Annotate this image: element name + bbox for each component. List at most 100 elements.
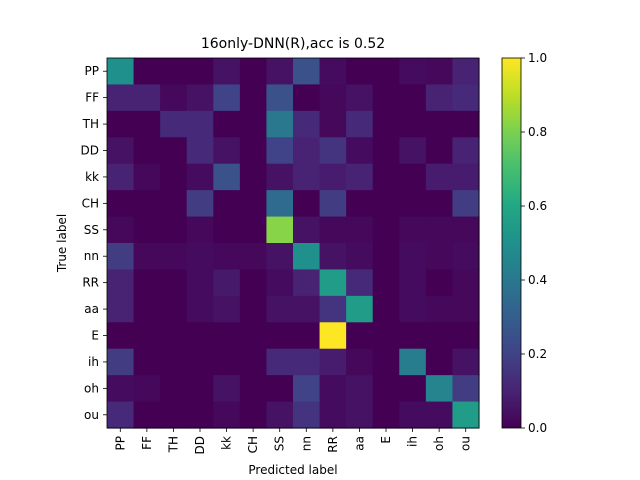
heatmap-cell — [160, 322, 188, 350]
heatmap-cell — [160, 110, 188, 138]
heatmap-cell — [293, 401, 321, 429]
heatmap-cell — [239, 163, 268, 191]
y-axis-ticks: PP FF TH DD kk CH SS nn RR aa Eih oh ou — [81, 64, 107, 422]
heatmap-cell — [160, 375, 188, 403]
x-tick-label: nn — [299, 436, 313, 451]
heatmap-cell — [239, 322, 268, 350]
colorbar-tick-label: 1.0 — [528, 51, 547, 65]
heatmap-cell — [372, 58, 400, 86]
heatmap-cell — [107, 322, 135, 350]
y-tick-label: nn — [84, 249, 99, 263]
heatmap-cell — [293, 375, 321, 403]
heatmap-cell — [213, 348, 241, 376]
colorbar-ticks: 0.0 0.2 0.4 0.6 0.8 1.0 — [521, 51, 547, 435]
heatmap-cell — [319, 58, 347, 86]
heatmap-cell — [319, 137, 347, 165]
heatmap-cell — [239, 84, 268, 112]
heatmap-cell — [452, 216, 480, 244]
heatmap-cell — [293, 84, 321, 112]
heatmap-cell — [372, 401, 400, 429]
heatmap-cell — [186, 322, 214, 350]
heatmap-cell — [293, 58, 321, 86]
heatmap-cell — [293, 110, 321, 138]
heatmap-cell — [239, 269, 268, 297]
x-tick-label: oh — [432, 436, 446, 451]
heatmap-cell — [239, 348, 268, 376]
heatmap-cell — [107, 58, 135, 86]
heatmap-cell — [266, 295, 294, 323]
heatmap-cell — [213, 84, 241, 112]
heatmap-cell — [372, 190, 400, 218]
heatmap-cell — [107, 295, 135, 323]
y-tick-label: aa — [84, 302, 99, 316]
heatmap-cell — [346, 137, 374, 165]
heatmap-cell — [107, 84, 135, 112]
x-tick-label: TH — [166, 436, 180, 453]
heatmap-cell — [346, 295, 374, 323]
heatmap-cell — [133, 110, 161, 138]
heatmap-cell — [293, 216, 321, 244]
heatmap-cell — [239, 190, 268, 218]
heatmap-cell — [239, 137, 268, 165]
heatmap-cell — [346, 58, 374, 86]
heatmap-cell — [266, 190, 294, 218]
heatmap-cell — [160, 216, 188, 244]
heatmap-cell — [372, 295, 400, 323]
heatmap-cell — [107, 269, 135, 297]
heatmap-cell — [266, 243, 294, 271]
heatmap-cell — [425, 163, 454, 191]
heatmap-cell — [425, 84, 454, 112]
heatmap-cell — [266, 110, 294, 138]
heatmap-cell — [346, 348, 374, 376]
y-tick-label: RR — [82, 276, 99, 290]
heatmap-cell — [266, 375, 294, 403]
colorbar-tick-label: 0.4 — [528, 273, 547, 287]
heatmap-cell — [452, 322, 480, 350]
heatmap-cell — [425, 58, 454, 86]
heatmap-cell — [293, 243, 321, 271]
heatmap-cell — [213, 137, 241, 165]
heatmap-cell — [452, 84, 480, 112]
heatmap-cell — [133, 163, 161, 191]
heatmap-cell — [372, 216, 400, 244]
heatmap-cell — [213, 269, 241, 297]
heatmap-cell — [425, 137, 454, 165]
heatmap-cell — [186, 269, 214, 297]
heatmap-cell — [186, 110, 214, 138]
heatmap-cell — [452, 163, 480, 191]
heatmap-cell — [346, 84, 374, 112]
x-tick-label: DD — [193, 436, 207, 454]
heatmap-cell — [346, 163, 374, 191]
heatmap-cell — [399, 58, 427, 86]
heatmap-cell — [452, 190, 480, 218]
y-tick-label: ih — [88, 355, 99, 369]
y-tick-label: SS — [84, 223, 99, 237]
heatmap-cell — [293, 348, 321, 376]
y-tick-label: TH — [82, 117, 99, 131]
heatmap-cell — [319, 322, 347, 350]
heatmap-cell — [213, 401, 241, 429]
heatmap-cell — [319, 163, 347, 191]
heatmap-cell — [372, 137, 400, 165]
heatmap-cell — [107, 190, 135, 218]
heatmap-cell — [186, 58, 214, 86]
x-tick-label: FF — [140, 436, 154, 450]
heatmap-cell — [319, 190, 347, 218]
heatmap-cell — [425, 269, 454, 297]
heatmap-cell — [319, 110, 347, 138]
heatmap-cell — [425, 110, 454, 138]
heatmap-cell — [319, 269, 347, 297]
heatmap-cell — [239, 401, 268, 429]
heatmap-cell — [186, 243, 214, 271]
heatmap-cell — [133, 348, 161, 376]
heatmap-cell — [425, 322, 454, 350]
heatmap-cell — [133, 322, 161, 350]
heatmap-cell — [213, 58, 241, 86]
heatmap-cell — [107, 163, 135, 191]
heatmap-cell — [399, 110, 427, 138]
x-axis-label: Predicted label — [248, 463, 337, 477]
heatmap-cell — [213, 243, 241, 271]
heatmap-cell — [133, 216, 161, 244]
